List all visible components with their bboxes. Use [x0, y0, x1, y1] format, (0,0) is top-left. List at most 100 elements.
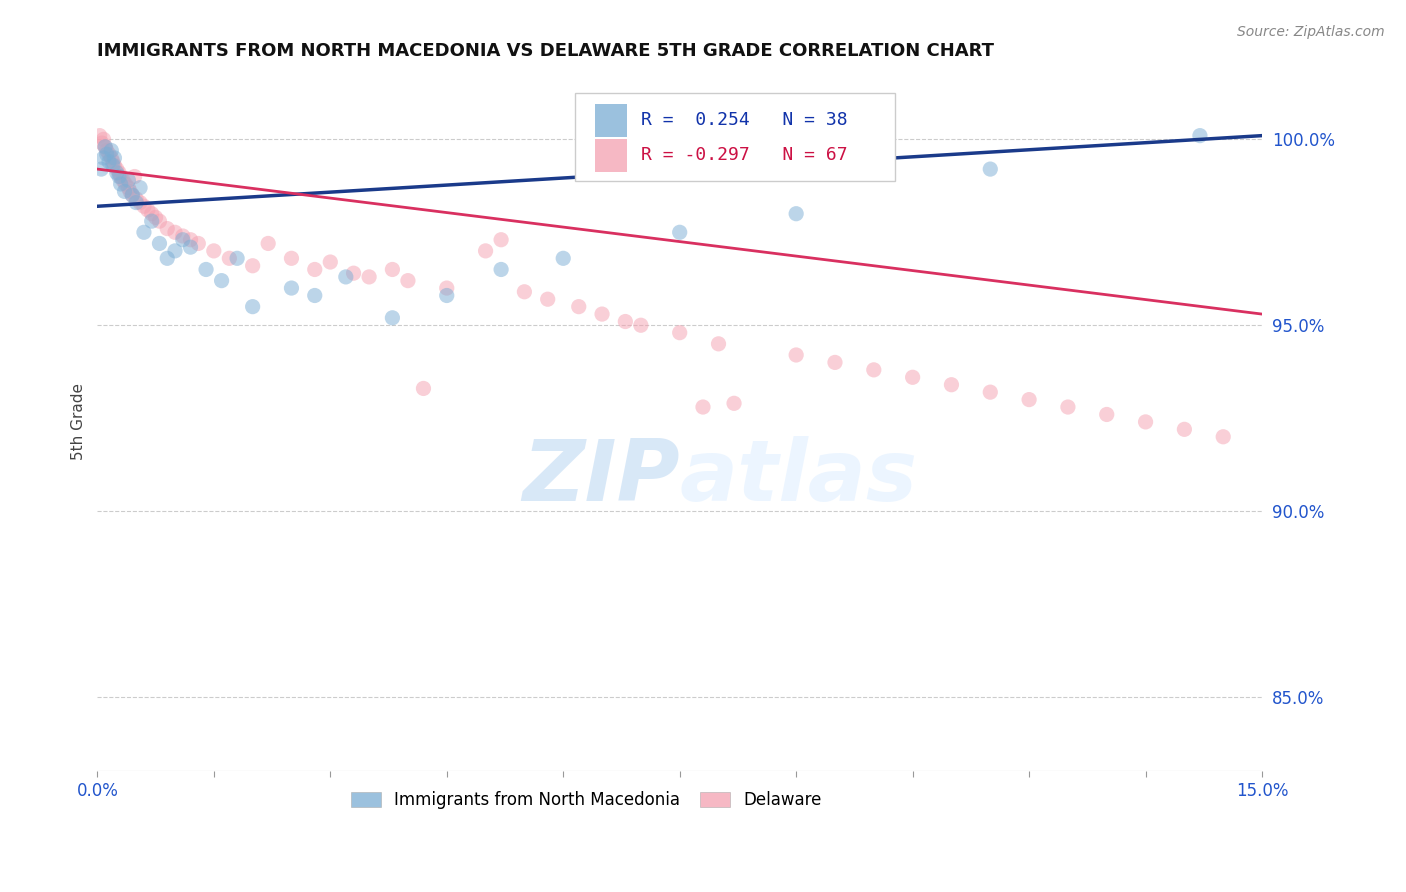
- Point: [96, 147, 118, 161]
- Point: [129, 180, 152, 194]
- Y-axis label: 5th Grade: 5th Grade: [72, 384, 86, 460]
- Point: [180, 233, 202, 247]
- Point: [226, 252, 249, 266]
- Point: [381, 262, 404, 277]
- Point: [101, 158, 124, 172]
- Point: [359, 269, 381, 284]
- Point: [148, 214, 170, 228]
- Point: [785, 348, 807, 362]
- Point: [436, 288, 458, 302]
- FancyBboxPatch shape: [575, 94, 896, 181]
- Point: [319, 255, 342, 269]
- Point: [111, 173, 134, 187]
- Point: [979, 385, 1001, 400]
- Text: Source: ZipAtlas.com: Source: ZipAtlas.com: [1237, 25, 1385, 39]
- Point: [94, 140, 117, 154]
- Point: [785, 207, 807, 221]
- Point: [218, 252, 240, 266]
- Point: [537, 292, 560, 306]
- Point: [98, 147, 121, 161]
- Point: [668, 326, 690, 340]
- Point: [692, 400, 714, 414]
- Point: [1057, 400, 1080, 414]
- Bar: [595, 139, 627, 172]
- Point: [242, 300, 264, 314]
- Point: [117, 180, 139, 194]
- Point: [117, 173, 139, 187]
- Text: ZIP: ZIP: [522, 436, 679, 519]
- Point: [553, 252, 575, 266]
- Point: [668, 225, 690, 239]
- Point: [118, 185, 141, 199]
- Point: [93, 132, 115, 146]
- Point: [723, 396, 745, 410]
- Point: [145, 211, 167, 225]
- Point: [110, 177, 132, 191]
- Point: [824, 355, 846, 369]
- Point: [436, 281, 458, 295]
- Point: [381, 310, 404, 325]
- Point: [156, 252, 179, 266]
- Point: [108, 169, 131, 184]
- Point: [125, 195, 148, 210]
- Point: [94, 140, 117, 154]
- Point: [114, 185, 136, 199]
- Bar: [595, 103, 627, 137]
- Point: [1095, 408, 1118, 422]
- Point: [941, 377, 963, 392]
- Point: [93, 151, 115, 165]
- Point: [474, 244, 496, 258]
- Point: [101, 154, 124, 169]
- Point: [103, 158, 125, 172]
- Point: [1188, 128, 1211, 143]
- Point: [105, 162, 128, 177]
- Point: [172, 229, 194, 244]
- Point: [96, 144, 118, 158]
- Point: [90, 162, 112, 177]
- Point: [1212, 430, 1234, 444]
- Point: [242, 259, 264, 273]
- Point: [124, 169, 146, 184]
- Point: [342, 266, 364, 280]
- Point: [979, 162, 1001, 177]
- Point: [489, 233, 512, 247]
- Point: [108, 166, 131, 180]
- Point: [257, 236, 280, 251]
- Point: [132, 225, 155, 239]
- Point: [396, 274, 419, 288]
- Point: [280, 281, 302, 295]
- Point: [100, 144, 122, 158]
- Point: [91, 136, 114, 150]
- Point: [187, 236, 209, 251]
- Text: R =  0.254   N = 38: R = 0.254 N = 38: [641, 111, 848, 129]
- Point: [195, 262, 218, 277]
- Point: [141, 207, 163, 221]
- Point: [280, 252, 302, 266]
- Point: [211, 274, 233, 288]
- Point: [172, 233, 194, 247]
- Point: [125, 192, 148, 206]
- Point: [100, 151, 122, 165]
- Point: [163, 244, 186, 258]
- Point: [901, 370, 924, 384]
- Point: [614, 314, 637, 328]
- Text: R = -0.297   N = 67: R = -0.297 N = 67: [641, 146, 848, 164]
- Point: [110, 169, 132, 184]
- Point: [132, 199, 155, 213]
- Point: [105, 166, 128, 180]
- Point: [148, 236, 170, 251]
- Point: [489, 262, 512, 277]
- Point: [114, 177, 136, 191]
- Point: [1135, 415, 1157, 429]
- Point: [129, 195, 152, 210]
- Point: [121, 188, 143, 202]
- Text: atlas: atlas: [679, 436, 918, 519]
- Point: [591, 307, 613, 321]
- Point: [1018, 392, 1040, 407]
- Point: [121, 188, 143, 202]
- Point: [304, 288, 326, 302]
- Point: [335, 269, 357, 284]
- Point: [98, 154, 121, 169]
- Point: [180, 240, 202, 254]
- Point: [568, 300, 591, 314]
